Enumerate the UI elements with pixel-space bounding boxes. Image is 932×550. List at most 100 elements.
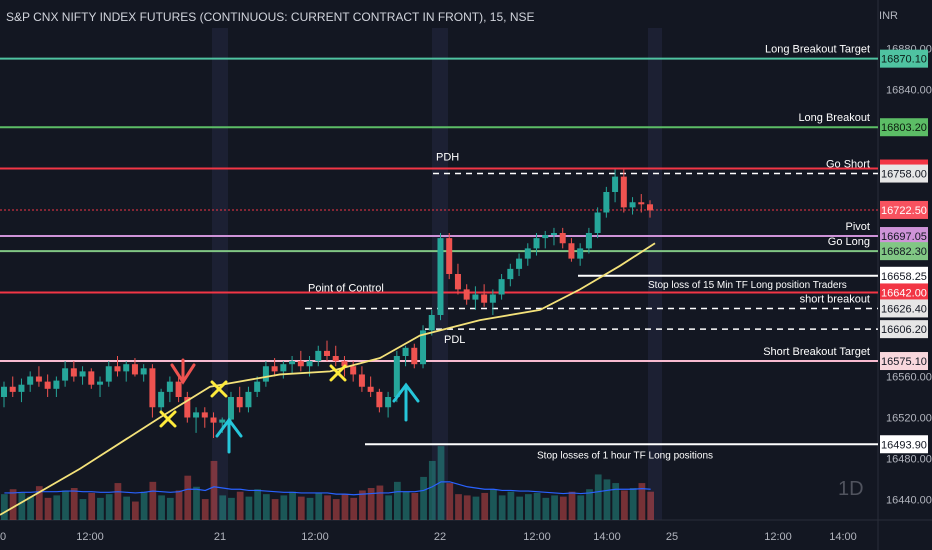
up-arrow-marker (215, 417, 243, 454)
volume-bar (367, 488, 375, 520)
candle-body (201, 412, 208, 418)
candle-body (341, 361, 348, 367)
volume-bar (289, 491, 296, 520)
level-annotation: Point of Control (308, 282, 384, 294)
candle-body (18, 384, 25, 392)
x-tick-label: 12:00 (764, 531, 792, 543)
candle-body (437, 238, 444, 315)
candle-body (193, 412, 200, 418)
price-badge-text: 16575.10 (881, 356, 927, 368)
candle-body (577, 248, 584, 259)
y-tick-label: 16480.00 (886, 454, 932, 466)
candle-body (524, 248, 531, 259)
volume-bar (219, 495, 227, 520)
volume-bar (62, 490, 69, 520)
candle-body (210, 417, 217, 423)
candle-body (236, 397, 243, 408)
volume-bar (140, 491, 148, 520)
volume-bar (132, 501, 139, 520)
volume-bar (280, 495, 288, 520)
level-label: Long Breakout (798, 112, 870, 124)
session-break (212, 28, 228, 520)
ema-line (0, 242, 656, 516)
volume-bar (402, 491, 410, 520)
candle-body (9, 386, 16, 392)
x-tick-label: 12:00 (76, 531, 104, 543)
volume-bar (123, 496, 130, 520)
volume-bar (53, 495, 61, 520)
candle-body (123, 364, 130, 372)
cross-marker (210, 380, 228, 398)
level-label: Pivot (846, 221, 870, 233)
candle-body (1, 386, 7, 397)
interval-watermark: 1D (838, 478, 864, 500)
volume-bar (481, 492, 489, 520)
volume-bar (332, 499, 340, 520)
price-badge (880, 242, 928, 261)
x-tick-label: 12:00 (523, 531, 551, 543)
volume-bar (437, 446, 445, 520)
candle-body (385, 397, 392, 408)
down-arrow-marker (170, 358, 196, 385)
level-label: short breakout (800, 293, 870, 305)
candle-body (27, 376, 34, 385)
candle-body (358, 374, 365, 387)
candle-body (271, 366, 278, 372)
volume-bar (245, 496, 253, 520)
candle-body (393, 356, 400, 397)
candle-body (245, 391, 252, 408)
volume-bar (44, 497, 52, 520)
candle-body (254, 381, 261, 392)
volume-bar (341, 494, 349, 520)
candle-body (53, 380, 60, 389)
currency-label: INR (879, 10, 898, 22)
price-badge-text: 16870.10 (881, 54, 927, 66)
candle-body (559, 233, 566, 244)
candle-body (620, 176, 627, 208)
volume-bar (463, 495, 471, 520)
volume-bar (236, 491, 244, 520)
candle-body (594, 212, 601, 233)
volume-bar (254, 489, 261, 520)
volume-bar (201, 499, 209, 520)
candle-body (507, 268, 514, 280)
price-badge (880, 283, 928, 302)
volume-bar (568, 491, 576, 520)
volume-bar (533, 492, 541, 520)
y-tick-label: 16840.00 (886, 85, 932, 97)
candle-body (585, 233, 592, 249)
volume-bar (184, 475, 192, 520)
volume-bar (158, 495, 165, 520)
y-tick-label: 16560.00 (886, 372, 932, 384)
candle-body (227, 397, 234, 420)
price-badge (880, 164, 928, 183)
x-tick-label: 14:00 (593, 531, 621, 543)
candle-body (376, 391, 383, 408)
candle-body (315, 350, 322, 362)
price-badge (880, 118, 928, 137)
price-badge-text: 16658.25 (881, 271, 927, 283)
cross-marker (159, 410, 177, 428)
volume-bar (1, 494, 8, 520)
candle-body (35, 376, 42, 382)
price-badge (880, 227, 928, 246)
candle-body (489, 294, 496, 303)
candle-body (88, 371, 95, 385)
level-annotation: PDH (436, 152, 459, 164)
y-tick-label: 16520.00 (886, 413, 932, 425)
volume-bar (175, 490, 183, 520)
candle-body (568, 243, 575, 259)
candle-body (647, 204, 653, 211)
volume-bar (324, 495, 331, 520)
level-annotation: PDL (444, 334, 465, 346)
candle-body (219, 419, 226, 423)
volume-bar (455, 494, 462, 520)
candle-body (542, 235, 549, 239)
volume-bar (621, 490, 628, 520)
volume-bar (27, 496, 34, 520)
volume-bar (88, 492, 96, 520)
volume-bar (18, 492, 26, 520)
price-badge (880, 352, 928, 371)
volume-bar (210, 460, 218, 520)
